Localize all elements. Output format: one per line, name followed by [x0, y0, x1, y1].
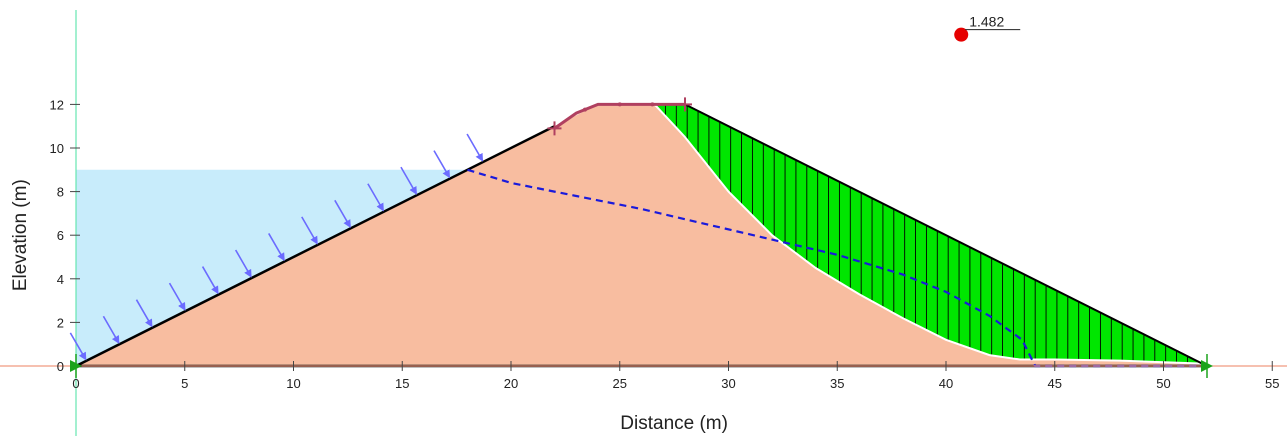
- x-tick-label: 30: [721, 376, 735, 391]
- pressure-arrow: [102, 315, 120, 344]
- y-tick-label: 10: [50, 141, 64, 156]
- pressure-arrow: [367, 183, 384, 212]
- y-tick-label: 12: [50, 97, 64, 112]
- pressure-arrow: [268, 233, 285, 262]
- pressure-arrow: [433, 150, 451, 179]
- x-tick-label: 25: [613, 376, 627, 391]
- crest-line: [553, 102, 685, 130]
- phreatic-line: [467, 168, 1207, 368]
- crest-point: [582, 107, 587, 112]
- x-tick-label: 15: [395, 376, 409, 391]
- x-tick-label: 45: [1048, 376, 1062, 391]
- slip-center-marker: [954, 27, 969, 42]
- x-tick-label: 55: [1265, 376, 1279, 391]
- pressure-arrow: [466, 133, 484, 162]
- x-tick-label: 5: [181, 376, 188, 391]
- factor-of-safety-label: 1.482: [969, 14, 1004, 30]
- y-tick-label: 6: [57, 228, 64, 243]
- pressure-arrow: [168, 282, 186, 311]
- pressure-arrow: [201, 266, 219, 295]
- y-axis-title: Elevation (m): [10, 179, 31, 291]
- x-tick-label: 10: [286, 376, 300, 391]
- y-tick-label: 4: [57, 272, 64, 287]
- pressure-arrow: [301, 216, 318, 245]
- x-tick-label: 0: [72, 376, 79, 391]
- crest-point: [650, 102, 655, 107]
- x-tick-label: 50: [1156, 376, 1170, 391]
- y-tick-label: 8: [57, 185, 64, 200]
- markers-layer: [70, 27, 1213, 378]
- pressure-arrow: [334, 199, 351, 229]
- pressure-arrow: [69, 332, 87, 361]
- slip-mass: [654, 104, 1207, 367]
- pressure-arrow: [234, 249, 252, 278]
- pressure-arrows-layer: [69, 133, 484, 361]
- pressure-arrow: [135, 299, 153, 328]
- axes-layer: 0 5 10 15 20 25 30 35 40 45 50 55 0 2 4 6 8 10 12: [0, 10, 1287, 436]
- crest-point: [617, 102, 622, 107]
- pressure-arrow: [400, 166, 417, 195]
- slip-slices-layer: [653, 103, 1208, 367]
- x-tick-label: 40: [939, 376, 953, 391]
- x-axis-title: Distance (m): [620, 413, 728, 434]
- x-tick-label: 20: [504, 376, 518, 391]
- x-tick-label: 35: [830, 376, 844, 391]
- y-tick-label: 2: [57, 315, 64, 330]
- y-tick-label: 0: [57, 359, 64, 374]
- downstream-face: [684, 103, 1208, 367]
- slip-surface: [653, 103, 1208, 365]
- upstream-face: [75, 125, 556, 368]
